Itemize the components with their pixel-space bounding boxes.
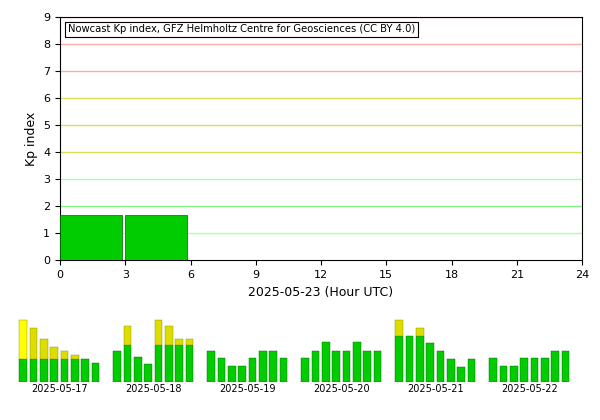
Bar [124, 326, 131, 345]
Bar [353, 342, 361, 382]
Bar [40, 339, 48, 359]
Text: 2025-05-22: 2025-05-22 [501, 384, 558, 394]
Bar [406, 336, 413, 382]
Bar [50, 359, 58, 382]
Bar [185, 345, 193, 382]
Bar [416, 336, 424, 382]
Bar [416, 328, 424, 336]
Bar [61, 359, 68, 382]
Text: 2025-05-19: 2025-05-19 [219, 384, 275, 394]
Bar [92, 363, 100, 382]
Bar [71, 355, 79, 359]
Bar [467, 359, 475, 382]
Bar [155, 320, 163, 345]
Bar [280, 358, 287, 382]
Bar [332, 351, 340, 382]
Bar [71, 359, 79, 382]
Bar [437, 351, 445, 382]
Bar [551, 351, 559, 382]
Bar [29, 328, 37, 359]
Bar [218, 358, 226, 382]
Bar [29, 359, 37, 382]
Bar [40, 359, 48, 382]
Bar [343, 351, 350, 382]
Bar [395, 336, 403, 382]
Bar [322, 342, 330, 382]
Bar [19, 359, 27, 382]
Bar [82, 359, 89, 382]
Text: 2025-05-17: 2025-05-17 [31, 384, 88, 394]
Bar [248, 358, 256, 382]
Bar [124, 345, 131, 382]
Bar [489, 358, 497, 382]
Bar [145, 364, 152, 382]
Text: 2025-05-21: 2025-05-21 [407, 384, 464, 394]
Bar [364, 351, 371, 382]
Bar [175, 339, 183, 345]
Bar [520, 358, 528, 382]
Bar [60, 215, 122, 260]
Bar [562, 351, 569, 382]
Bar [165, 326, 173, 345]
Bar [457, 367, 465, 382]
Text: Nowcast Kp index, GFZ Helmholtz Centre for Geosciences (CC BY 4.0): Nowcast Kp index, GFZ Helmholtz Centre f… [68, 24, 415, 34]
Bar [447, 359, 455, 382]
Bar [125, 215, 187, 260]
Bar [165, 345, 173, 382]
Y-axis label: Kp index: Kp index [25, 111, 38, 166]
Bar [301, 358, 309, 382]
X-axis label: 2025-05-23 (Hour UTC): 2025-05-23 (Hour UTC) [248, 286, 394, 299]
Bar [530, 358, 538, 382]
Bar [175, 345, 183, 382]
Bar [134, 357, 142, 382]
Bar [395, 320, 403, 336]
Bar [269, 351, 277, 382]
Bar [238, 366, 246, 382]
Bar [155, 345, 163, 382]
Bar [259, 351, 267, 382]
Bar [374, 351, 382, 382]
Bar [185, 339, 193, 345]
Bar [500, 366, 508, 382]
Bar [113, 351, 121, 382]
Text: 2025-05-18: 2025-05-18 [125, 384, 182, 394]
Text: 2025-05-20: 2025-05-20 [313, 384, 370, 394]
Bar [228, 366, 236, 382]
Bar [19, 320, 27, 359]
Bar [510, 366, 518, 382]
Bar [541, 358, 549, 382]
Bar [50, 347, 58, 359]
Bar [311, 351, 319, 382]
Bar [61, 351, 68, 359]
Bar [427, 344, 434, 382]
Bar [207, 351, 215, 382]
